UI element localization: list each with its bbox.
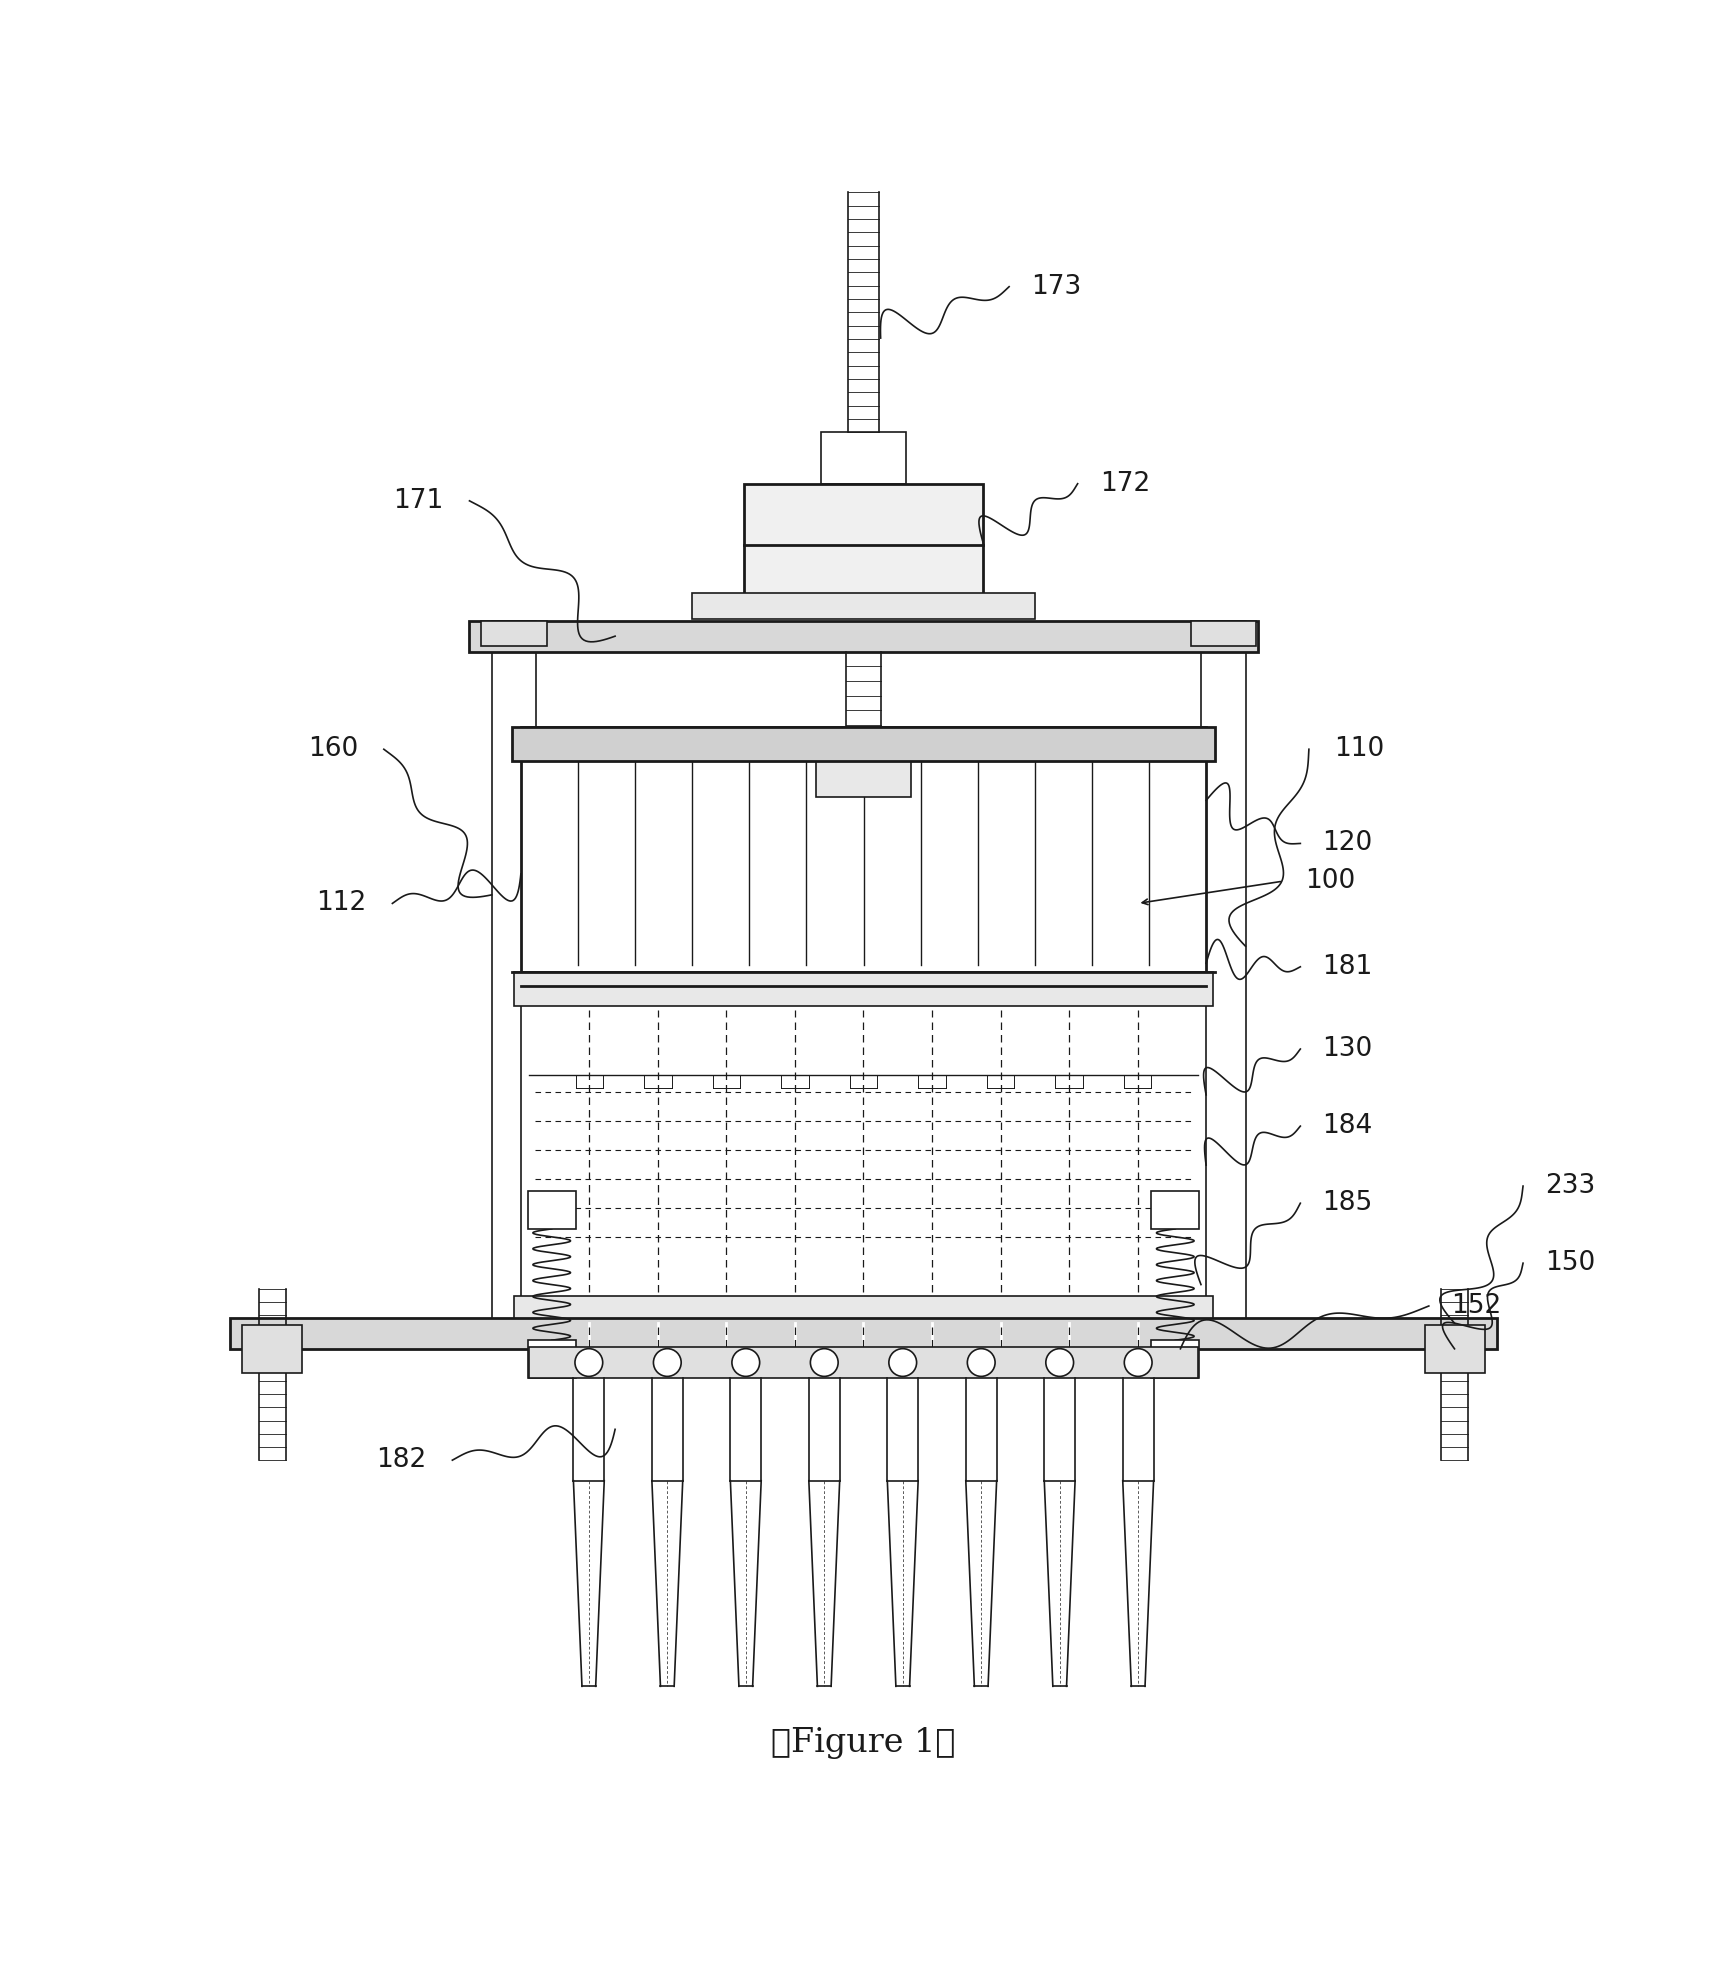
Text: 185: 185 — [1323, 1190, 1373, 1216]
Bar — [230, 1318, 1497, 1349]
Bar — [470, 622, 1257, 651]
Bar — [515, 973, 1212, 1006]
Bar — [522, 728, 1205, 973]
Bar — [1152, 1339, 1199, 1379]
Bar — [744, 484, 983, 594]
Bar — [513, 728, 1214, 761]
Bar — [1200, 622, 1245, 1349]
Text: 160: 160 — [307, 735, 357, 763]
Text: 150: 150 — [1546, 1251, 1596, 1277]
Text: 173: 173 — [1031, 275, 1081, 300]
Ellipse shape — [575, 1349, 603, 1377]
Ellipse shape — [732, 1349, 760, 1377]
Text: 130: 130 — [1323, 1035, 1373, 1063]
Text: 171: 171 — [394, 488, 444, 514]
Text: 100: 100 — [1306, 869, 1356, 894]
Bar — [482, 622, 546, 647]
Bar — [482, 1324, 546, 1349]
Ellipse shape — [889, 1349, 917, 1377]
Ellipse shape — [810, 1349, 838, 1377]
Bar — [242, 1326, 302, 1373]
Text: 172: 172 — [1100, 471, 1150, 496]
Ellipse shape — [1047, 1349, 1074, 1377]
Bar — [820, 431, 907, 484]
Bar — [522, 973, 1205, 1324]
Text: 152: 152 — [1451, 1292, 1501, 1320]
Ellipse shape — [1124, 1349, 1152, 1377]
Text: 110: 110 — [1335, 735, 1385, 763]
Bar — [693, 594, 1034, 620]
Text: 184: 184 — [1323, 1114, 1373, 1139]
Text: 《Figure 1》: 《Figure 1》 — [772, 1728, 955, 1759]
Bar — [530, 1347, 1197, 1379]
Bar — [1190, 622, 1256, 647]
Bar — [1152, 1190, 1199, 1230]
Ellipse shape — [967, 1349, 995, 1377]
Bar — [815, 749, 912, 798]
Text: 181: 181 — [1323, 953, 1373, 980]
Bar — [515, 1296, 1212, 1324]
Bar — [1425, 1326, 1485, 1373]
Ellipse shape — [653, 1349, 680, 1377]
Text: 233: 233 — [1546, 1173, 1596, 1198]
Bar — [492, 622, 537, 1349]
Text: 120: 120 — [1323, 830, 1373, 857]
Text: 112: 112 — [316, 890, 366, 916]
Bar — [1190, 1324, 1256, 1349]
Bar — [528, 1339, 575, 1379]
Text: 182: 182 — [376, 1447, 427, 1473]
Bar — [528, 1190, 575, 1230]
